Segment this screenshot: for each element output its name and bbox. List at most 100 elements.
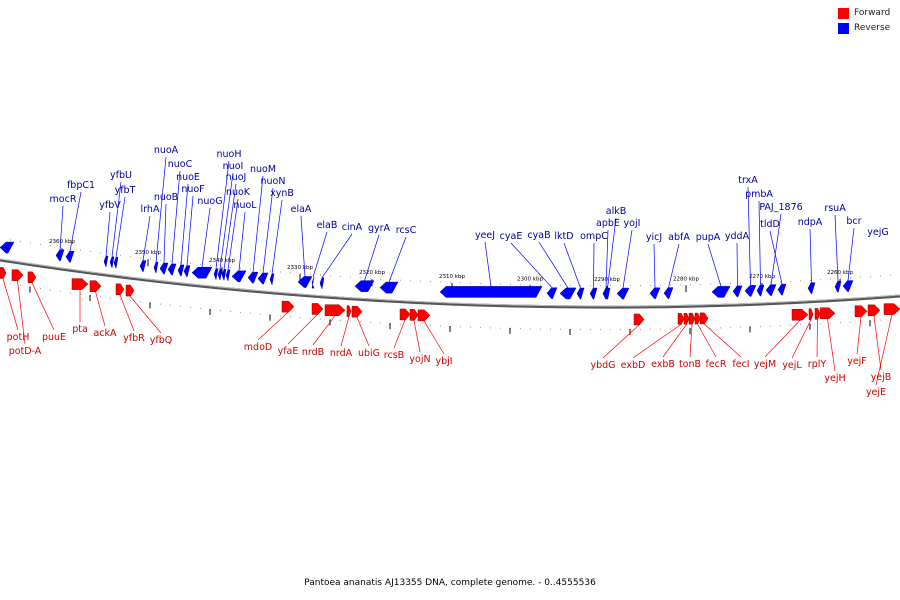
ruler-dot [350,276,351,278]
gene-label-ndpa: ndpA [798,217,823,228]
ruler-dot [530,328,531,330]
gene-label-yoji: yojI [624,218,641,229]
gene-label-acka: ackA [93,328,117,339]
ruler-dot [780,281,781,283]
ruler-dot [310,273,311,275]
ruler-dot [620,329,621,331]
gene-ybji-leader [423,320,445,355]
ruler-dot [680,328,681,330]
ruler-dot [580,329,581,330]
gene-label-yejl: yejL [782,360,802,371]
ruler-dot [820,279,821,281]
reverse-strand-genes [0,241,854,300]
ruler-dot [890,274,891,276]
gene-label-gyra: gyrA [368,223,391,234]
gene-label-pta: pta [72,324,88,335]
ruler-dot [670,328,671,330]
gene-nuol-arrow [231,270,247,283]
gene-yejl-leader [791,319,812,359]
gene-nuoi-leader [219,172,234,270]
ruler-dot [130,256,131,258]
gene-nuoa-leader [155,156,167,263]
gene-label-abfa: abfA [668,232,690,243]
gene-yicj-arrow [649,287,661,300]
gene-label-nuoj: nuoJ [226,172,247,183]
gene-pmba-leader [758,200,761,286]
ruler-dot [70,292,71,294]
gene-elab-arrow [311,277,315,289]
gene-label-ybji: ybjI [435,356,452,367]
gene-label-yfbt: yfbT [115,185,136,196]
gene-nuok-arrow [225,269,231,282]
gene-gyra-arrow [354,280,375,292]
gene-pupa-leader [707,243,722,287]
ruler-dot [240,267,241,269]
gene-yeje-arrow [883,303,900,315]
gene-fbpc1-arrow [65,251,75,263]
ruler-dot [440,325,441,327]
gene-elab-leader [312,231,328,278]
gene-yfbr-arrow [115,283,125,296]
ruler-dot [240,311,241,313]
gene-yejb-arrow [867,304,881,317]
gene-label-potd-a: potD-A [9,346,42,357]
gene-yejl-arrow [808,308,814,320]
gene-label-nuof: nuoF [181,184,204,195]
gene-ydda-leader [736,242,738,286]
gene-fecr-arrow [694,312,701,325]
ruler-dot [220,310,221,311]
gene-yejg-arrow [0,241,15,254]
legend-forward-label: Forward [854,8,891,18]
ruler-dot [410,280,411,282]
ruler-dot [420,280,421,282]
gene-nrda-leader [340,316,350,347]
gene-yejm-arrow [791,309,809,321]
reverse-leader-lines [59,156,855,289]
ruler-dot [110,253,111,255]
gene-lrha-leader [142,215,151,261]
ruler-tick-label: 2270 kbp [749,274,775,280]
gene-yejf-arrow [854,305,868,318]
gene-ompc-leader [593,242,595,289]
gene-nuom-leader [252,175,264,273]
gene-trxa-arrow [744,285,757,297]
gene-label-lktd: lktD [554,231,573,242]
ruler-dot [730,327,731,329]
ruler-dot [100,252,101,254]
gene-rcsb-leader [393,319,406,349]
ruler-dot [560,328,561,330]
gene-nuon-leader [262,187,274,274]
ruler-dot [540,328,541,330]
gene-yejh-arrow [819,307,836,320]
legend-reverse-label: Reverse [854,23,891,33]
gene-exbd-leader [632,324,682,359]
ruler-dot [740,326,741,328]
gene-yfae-leader [287,314,318,345]
ruler-dot [670,284,671,286]
gene-label-nuom: nuoM [250,164,276,175]
gene-label-pupa: pupA [696,232,721,243]
ruler-dot [500,327,501,329]
gene-rsua-arrow [834,280,842,293]
ruler-dot [340,320,341,321]
gene-elaa-leader [300,215,306,277]
gene-elaa-arrow [297,276,313,288]
ruler-dot [640,329,641,330]
gene-mdod-arrow [281,300,295,313]
ruler-dot [580,285,581,286]
gene-cyae-arrow [546,287,558,299]
gene-yojn-arrow [409,309,419,321]
ruler-dot [510,283,511,285]
gene-nuol-leader [238,211,246,271]
ruler-dot [310,317,311,319]
gene-label-yojn: yojN [409,354,430,365]
gene-yfbu-arrow [109,256,115,269]
gene-label-nuoa: nuoA [154,145,179,156]
gene-yeje-leader [875,314,893,386]
gene-label-yicj: yicJ [646,232,662,243]
gene-label-yfbr: yfbR [123,333,145,344]
gene-label-poth: potH [7,332,30,343]
gene-tonb-leader [689,324,693,358]
ruler-dot [790,280,791,282]
gene-nuof-leader [186,195,194,266]
